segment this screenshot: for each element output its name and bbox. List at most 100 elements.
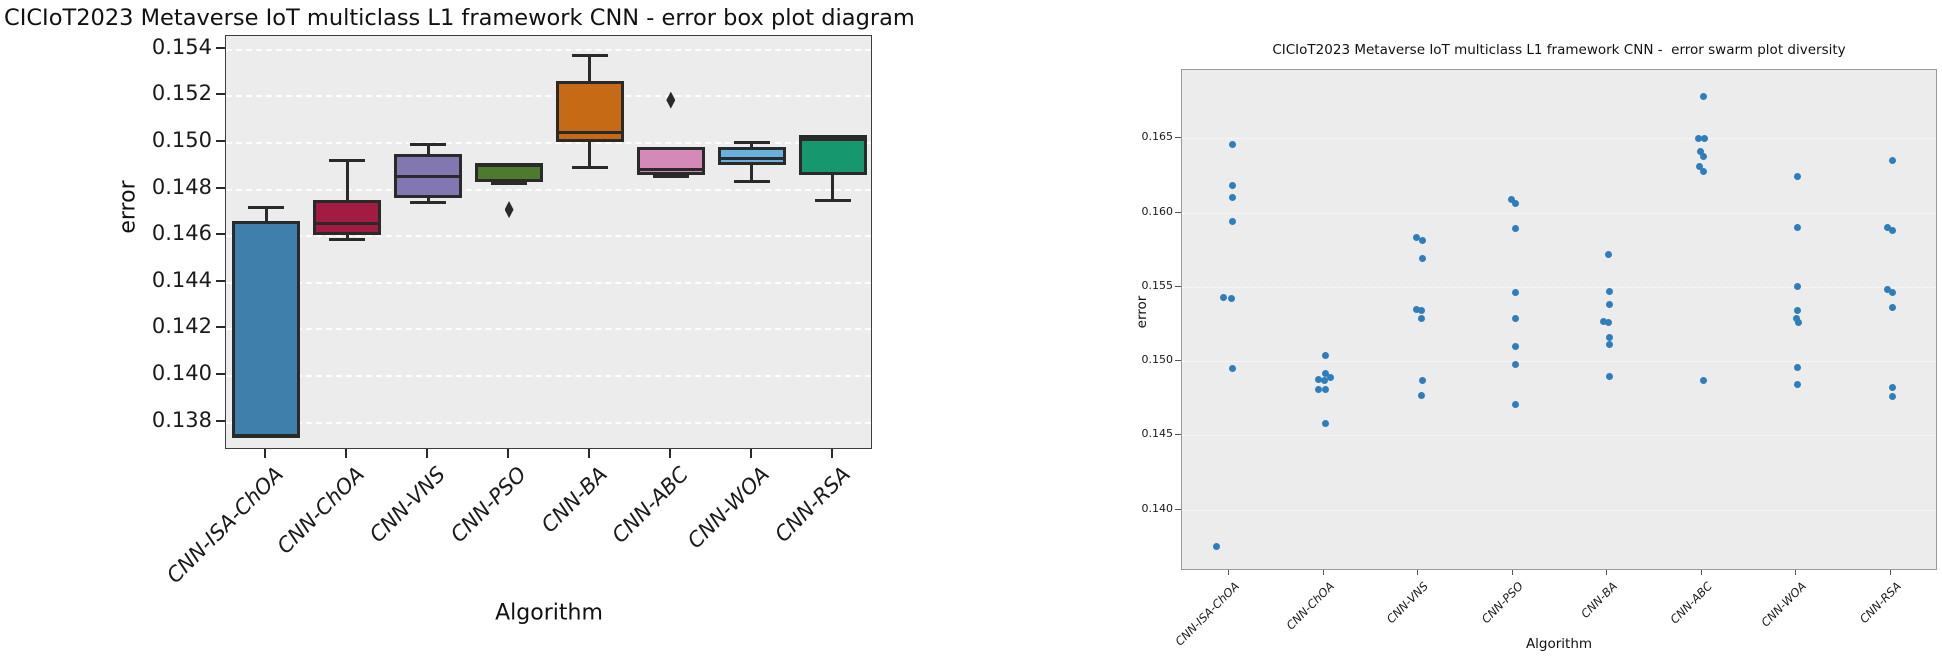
swarm-dot — [1512, 289, 1520, 297]
x-tick — [1795, 570, 1797, 575]
swarm-dot — [1889, 157, 1897, 165]
swarm-dot — [1696, 163, 1704, 171]
swarm-dot — [1604, 250, 1612, 258]
y-tick — [1175, 360, 1181, 362]
y-tick — [216, 419, 225, 422]
y-tick-label: 0.150 — [1141, 353, 1174, 367]
whisker-top — [264, 207, 268, 222]
swarm-dot — [1793, 307, 1801, 315]
outlier-diamond — [666, 91, 676, 109]
median-line — [636, 168, 705, 172]
y-tick — [1175, 137, 1181, 139]
y-tick-label: 0.138 — [151, 407, 212, 432]
x-tick — [830, 449, 833, 458]
gridline — [1182, 212, 1936, 214]
gridline — [226, 328, 871, 331]
median-line — [313, 222, 382, 226]
y-tick — [216, 233, 225, 236]
swarm-dot — [1695, 134, 1703, 142]
swarmplot-x-axis-label: Algorithm — [1525, 636, 1593, 652]
whisker-top-cap — [571, 54, 608, 58]
swarm-dot — [1412, 305, 1420, 313]
y-tick-label: 0.142 — [151, 314, 212, 339]
x-tick-label: CNN-RSA — [1856, 579, 1904, 627]
whisker-bottom — [588, 142, 592, 168]
y-tick — [216, 372, 225, 375]
whisker-top — [588, 55, 592, 82]
whisker-bottom-cap — [410, 201, 447, 205]
whisker-top — [426, 144, 430, 154]
swarm-dot — [1315, 385, 1323, 393]
x-tick — [1417, 570, 1419, 575]
y-tick-label: 0.155 — [1141, 278, 1174, 292]
swarm-dot — [1321, 377, 1329, 385]
swarm-dot — [1315, 375, 1323, 383]
y-tick-label: 0.144 — [151, 267, 212, 292]
y-tick-label: 0.145 — [1141, 427, 1174, 441]
box-CNN-WOA — [717, 146, 786, 166]
median-line — [394, 175, 463, 179]
swarm-dot — [1228, 218, 1236, 226]
swarm-dot — [1792, 314, 1800, 322]
x-tick — [749, 449, 752, 458]
whisker-top-cap — [410, 142, 447, 146]
swarm-dot — [1512, 314, 1520, 322]
swarm-dot — [1700, 377, 1708, 385]
swarm-dot — [1228, 182, 1236, 190]
y-tick — [1175, 434, 1181, 436]
swarm-dot — [1417, 391, 1425, 399]
x-tick-label: CNN-VNS — [1383, 579, 1432, 627]
y-tick-label: 0.146 — [151, 221, 212, 246]
y-tick-label: 0.160 — [1141, 204, 1174, 218]
swarm-dot — [1889, 289, 1897, 297]
gridline — [226, 188, 871, 191]
x-tick — [507, 449, 510, 458]
swarm-dot — [1793, 381, 1801, 389]
y-tick — [216, 46, 225, 49]
whisker-top-cap — [248, 205, 285, 209]
swarmplot-plot-area — [1181, 69, 1937, 570]
swarm-dot — [1418, 377, 1426, 385]
swarm-dot — [1417, 307, 1425, 315]
swarm-dot — [1512, 342, 1520, 350]
box-CNN-ISA-ChOA — [232, 221, 301, 438]
y-tick-label: 0.140 — [1141, 501, 1174, 515]
gridline — [226, 374, 871, 377]
gridline — [226, 281, 871, 284]
swarm-dot — [1322, 369, 1330, 377]
box-CNN-ChOA — [313, 200, 382, 236]
swarmplot-y-axis-label: error — [1134, 295, 1150, 329]
median-line — [798, 138, 867, 142]
x-tick — [1228, 570, 1230, 575]
y-tick-label: 0.165 — [1141, 130, 1174, 144]
swarm-dot — [1700, 152, 1708, 160]
y-tick — [1175, 285, 1181, 287]
swarm-dot — [1884, 223, 1892, 231]
y-tick — [1175, 211, 1181, 213]
swarm-dot — [1605, 341, 1613, 349]
boxplot-y-axis-label: error — [115, 180, 141, 234]
x-tick — [264, 449, 267, 458]
x-tick-label: CNN-ABC — [1667, 579, 1715, 627]
gridline — [1182, 435, 1936, 437]
swarm-dot — [1227, 295, 1235, 303]
swarm-dot — [1228, 365, 1236, 373]
whisker-bottom — [426, 197, 430, 203]
swarm-dot — [1228, 194, 1236, 202]
swarm-dot — [1889, 393, 1897, 401]
swarm-dot — [1794, 319, 1802, 327]
median-line — [232, 434, 301, 438]
swarm-dot — [1793, 173, 1801, 181]
whisker-top-cap — [733, 140, 770, 144]
swarm-dot — [1212, 543, 1220, 551]
whisker-top — [750, 142, 754, 147]
swarm-dot — [1228, 140, 1236, 148]
swarm-dot — [1889, 304, 1897, 312]
x-tick — [668, 449, 671, 458]
swarm-dot — [1605, 372, 1613, 380]
gridline — [226, 95, 871, 98]
gridline — [226, 235, 871, 238]
swarm-dot — [1418, 237, 1426, 245]
x-tick-label: CNN-ChOA — [1283, 579, 1337, 633]
median-line — [555, 131, 624, 135]
